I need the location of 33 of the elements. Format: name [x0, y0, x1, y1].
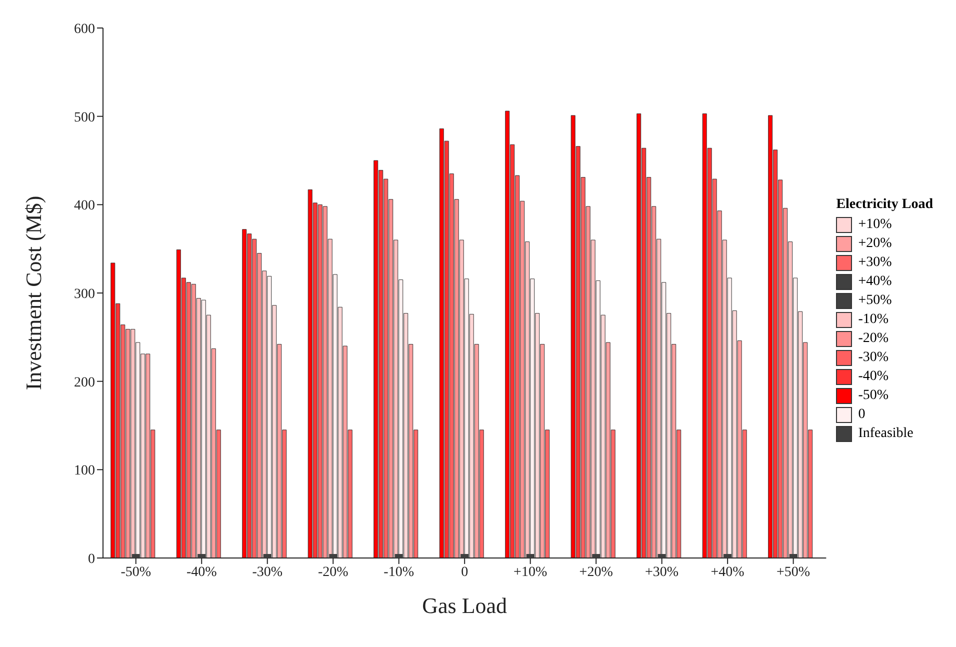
x-tick-label: -40% — [186, 564, 218, 580]
x-tick-label: +20% — [579, 564, 614, 580]
legend-label: +20% — [858, 236, 892, 252]
y-tick-label: 600 — [74, 22, 95, 37]
x-tick-label: +40% — [710, 564, 745, 580]
x-tick-label: 0 — [461, 564, 468, 580]
legend-label: 0 — [858, 406, 866, 422]
legend-label: +10% — [858, 216, 892, 232]
x-tick-label: +30% — [645, 564, 679, 580]
legend-label: -50% — [858, 388, 889, 404]
legend-label: +40% — [858, 274, 892, 290]
legend-label: -40% — [858, 368, 889, 384]
legend-label: -20% — [858, 330, 889, 346]
legend-label: +30% — [858, 254, 892, 270]
x-tick-label: +10% — [514, 564, 548, 580]
legend-title: Electricity Load — [836, 196, 933, 212]
legend-label: +50% — [858, 292, 892, 308]
x-tick-label: -10% — [384, 564, 414, 580]
x-axis-title: Gas Load — [422, 593, 508, 618]
y-tick-label: 300 — [74, 286, 95, 302]
legend-label: -10% — [858, 312, 889, 328]
y-tick-label: 200 — [74, 375, 95, 390]
y-tick-label: 400 — [74, 198, 95, 214]
legend-label: Infeasible — [858, 426, 914, 442]
y-tick-label: 100 — [74, 464, 95, 479]
y-tick-label: 0 — [88, 552, 95, 567]
y-tick-label: 500 — [74, 110, 95, 126]
x-tick-label: -30% — [252, 564, 283, 580]
x-tick-label: -20% — [318, 564, 349, 580]
legend-label: -30% — [858, 350, 889, 366]
x-tick-label: +50% — [776, 564, 810, 580]
y-axis-title: Investment Cost (M$) — [20, 196, 46, 390]
x-tick-label: -50% — [120, 564, 152, 580]
